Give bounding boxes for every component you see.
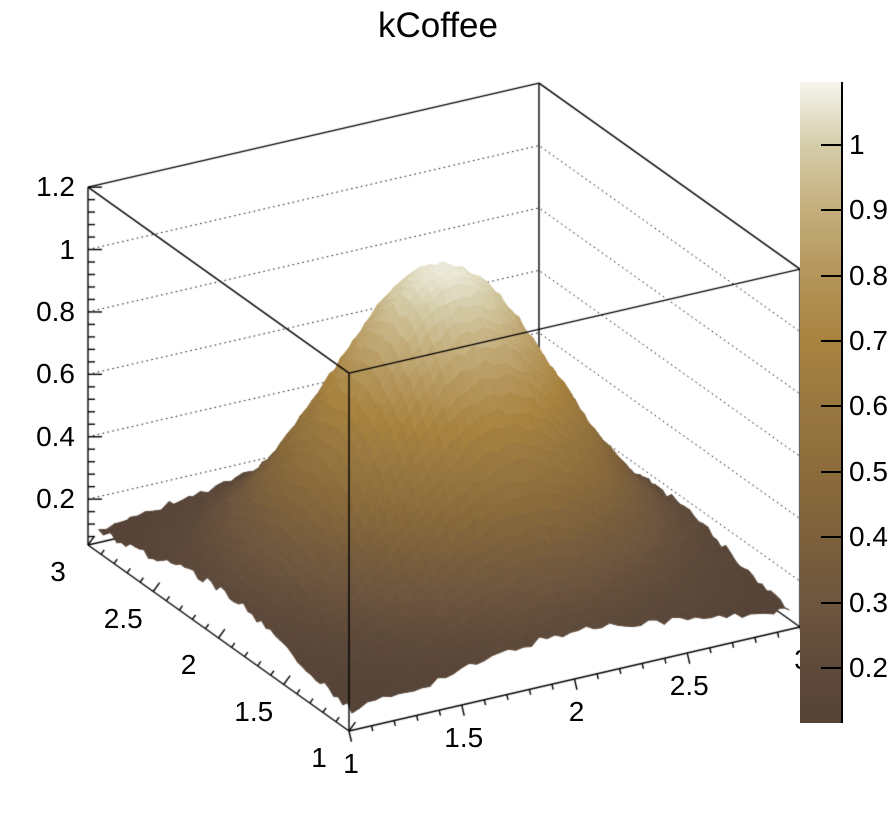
colorbar-tick bbox=[821, 340, 841, 343]
colorbar-tick bbox=[821, 209, 841, 212]
colorbar-tick bbox=[821, 143, 841, 146]
colorbar-tick bbox=[821, 601, 841, 604]
chart-title: kCoffee bbox=[378, 6, 498, 45]
colorbar-tick bbox=[821, 470, 841, 473]
colorbar-tick bbox=[821, 274, 841, 277]
colorbar-tick bbox=[821, 405, 841, 408]
color-scale-bar bbox=[800, 82, 843, 723]
colorbar-tick bbox=[821, 536, 841, 539]
colorbar-tick bbox=[821, 667, 841, 670]
